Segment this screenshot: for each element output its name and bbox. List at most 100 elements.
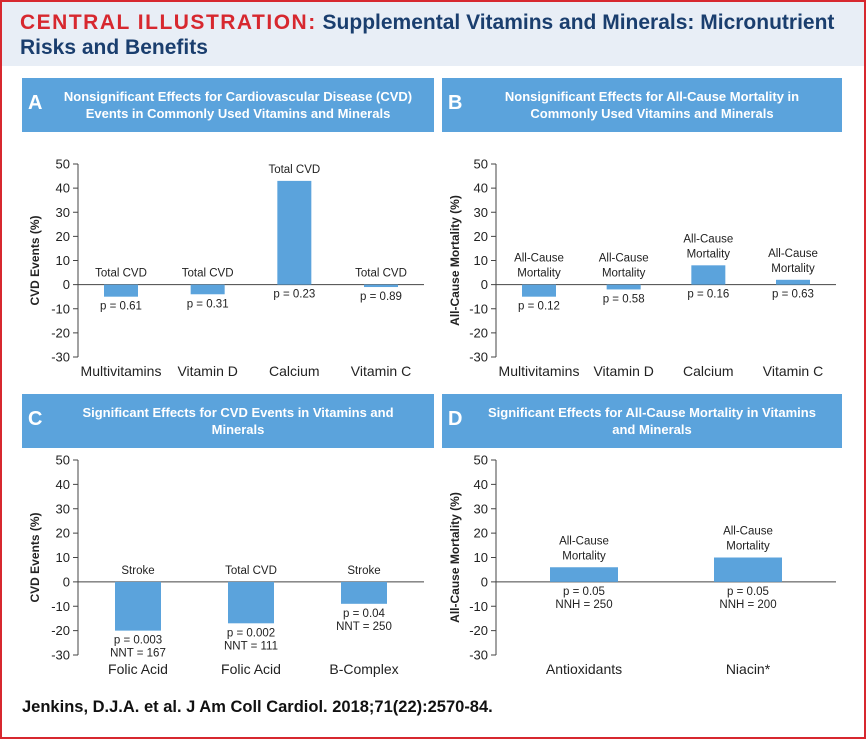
category-label: Antioxidants bbox=[546, 661, 622, 677]
y-tick-label: -30 bbox=[469, 350, 488, 365]
figure-title-lead: CENTRAL ILLUSTRATION: bbox=[20, 11, 317, 34]
bar-label: All-Cause bbox=[599, 253, 649, 265]
y-tick-label: 30 bbox=[56, 205, 70, 220]
bar-2 bbox=[277, 180, 312, 285]
panel-b-header: B Nonsignificant Effects for All-Cause M… bbox=[442, 78, 842, 132]
stat-label: p = 0.89 bbox=[360, 291, 402, 303]
y-tick-label: 30 bbox=[474, 501, 488, 516]
bar-1 bbox=[228, 581, 274, 624]
panel-b-title: Nonsignificant Effects for All-Cause Mor… bbox=[504, 89, 800, 121]
category-label: Vitamin D bbox=[593, 363, 653, 379]
stat-label: p = 0.05 bbox=[563, 586, 605, 598]
bar-label: All-Cause bbox=[559, 535, 609, 547]
bar-label: Mortality bbox=[687, 248, 731, 260]
category-label: B-Complex bbox=[329, 661, 398, 677]
bar-1 bbox=[606, 284, 641, 290]
y-axis-label: All-Cause Mortality (%) bbox=[448, 492, 462, 623]
bar-3 bbox=[776, 279, 810, 285]
y-axis-label: CVD Events (%) bbox=[28, 215, 42, 305]
figure-title: CENTRAL ILLUSTRATION: Supplemental Vitam… bbox=[20, 10, 840, 60]
panel-d-letter: D bbox=[448, 408, 463, 430]
y-tick-label: -30 bbox=[51, 350, 70, 365]
y-tick-label: 50 bbox=[474, 157, 488, 172]
stat-label: p = 0.31 bbox=[187, 298, 229, 310]
y-tick-label: 0 bbox=[481, 277, 488, 292]
y-tick-label: -20 bbox=[51, 623, 70, 638]
y-tick-label: 30 bbox=[474, 205, 488, 220]
stat-label: p = 0.05 bbox=[727, 586, 769, 598]
y-tick-label: -30 bbox=[469, 648, 488, 663]
category-label: Folic Acid bbox=[221, 661, 281, 677]
stat-label: NNT = 250 bbox=[336, 621, 392, 633]
bar-0 bbox=[522, 284, 556, 297]
y-tick-label: 10 bbox=[474, 253, 488, 268]
y-tick-label: 0 bbox=[63, 277, 70, 292]
y-tick-label: -10 bbox=[51, 599, 70, 614]
bar-label: Mortality bbox=[602, 268, 646, 280]
bar-label: Mortality bbox=[517, 268, 561, 280]
panel-d-chart: 50 40 30 20 10 0 -10 -20 -30 All-Cause Mortality … bbox=[448, 453, 836, 677]
bar-label: Total CVD bbox=[95, 268, 147, 280]
bar-label: Stroke bbox=[347, 565, 380, 577]
panel-d-title: Significant Effects for All-Cause Mortal… bbox=[488, 405, 816, 437]
bar-label: Total CVD bbox=[268, 164, 320, 176]
y-tick-label: -20 bbox=[51, 325, 70, 340]
bar-label: Total CVD bbox=[355, 268, 407, 280]
category-label: Multivitamins bbox=[81, 363, 162, 379]
bar-label: All-Cause bbox=[723, 526, 773, 538]
bar-3 bbox=[364, 284, 398, 288]
y-tick-label: -10 bbox=[469, 599, 488, 614]
bar-2 bbox=[691, 265, 726, 285]
panel-a-header: A Nonsignificant Effects for Cardiovascu… bbox=[22, 78, 434, 132]
stat-label: NNT = 111 bbox=[224, 640, 278, 652]
stat-label: p = 0.63 bbox=[772, 289, 814, 301]
stat-label: NNH = 250 bbox=[555, 599, 612, 611]
bar-1 bbox=[714, 557, 782, 582]
y-tick-label: -10 bbox=[469, 301, 488, 316]
bar-0 bbox=[115, 581, 161, 631]
header: CENTRAL ILLUSTRATION: Supplemental Vitam… bbox=[2, 2, 864, 66]
category-label: Vitamin D bbox=[177, 363, 237, 379]
stat-label: p = 0.16 bbox=[687, 289, 729, 301]
bar-0 bbox=[550, 567, 618, 582]
y-tick-label: 40 bbox=[474, 181, 488, 196]
category-label: Multivitamins bbox=[499, 363, 580, 379]
y-tick-label: 50 bbox=[56, 453, 70, 468]
y-axis-label: CVD Events (%) bbox=[28, 512, 42, 602]
figure-title-text: Supplemental Vitamins and Minerals: Micr… bbox=[20, 11, 835, 59]
category-label: Folic Acid bbox=[108, 661, 168, 677]
panel-c-title: Significant Effects for CVD Events in Vi… bbox=[82, 405, 394, 437]
citation: Jenkins, D.J.A. et al. J Am Coll Cardiol… bbox=[22, 698, 493, 716]
stat-label: NNT = 167 bbox=[110, 648, 166, 660]
bar-1 bbox=[190, 284, 225, 295]
stat-label: p = 0.12 bbox=[518, 301, 560, 313]
panel-a-title: Nonsignificant Effects for Cardiovascula… bbox=[63, 89, 413, 121]
y-tick-label: -20 bbox=[469, 623, 488, 638]
y-tick-label: 50 bbox=[474, 453, 488, 468]
y-tick-label: 40 bbox=[474, 477, 488, 492]
bar-label: Total CVD bbox=[182, 268, 234, 280]
bar-label: Total CVD bbox=[225, 565, 277, 577]
panel-c-chart: 50 40 30 20 10 0 -10 -20 -30 CVD Events (%) Folic … bbox=[28, 453, 424, 677]
bar-2 bbox=[341, 581, 387, 604]
stat-label: p = 0.58 bbox=[603, 293, 645, 305]
bar-label: Mortality bbox=[771, 263, 815, 275]
panel-c-letter: C bbox=[28, 408, 43, 430]
y-tick-label: 40 bbox=[56, 181, 70, 196]
y-tick-label: -20 bbox=[469, 325, 488, 340]
bar-label: Stroke bbox=[121, 565, 154, 577]
y-tick-label: 20 bbox=[56, 229, 70, 244]
y-axis-label: All-Cause Mortality (%) bbox=[448, 195, 462, 326]
y-tick-label: 0 bbox=[63, 574, 70, 589]
category-label: Calcium bbox=[269, 363, 320, 379]
category-label: Calcium bbox=[683, 363, 734, 379]
y-tick-label: 20 bbox=[474, 526, 488, 541]
category-label: Niacin* bbox=[726, 661, 771, 677]
stat-label: p = 0.23 bbox=[273, 289, 315, 301]
y-tick-label: 10 bbox=[56, 550, 70, 565]
stat-label: p = 0.61 bbox=[100, 301, 142, 313]
y-tick-label: -30 bbox=[51, 648, 70, 663]
y-tick-label: 50 bbox=[56, 157, 70, 172]
bar-0 bbox=[104, 284, 138, 297]
